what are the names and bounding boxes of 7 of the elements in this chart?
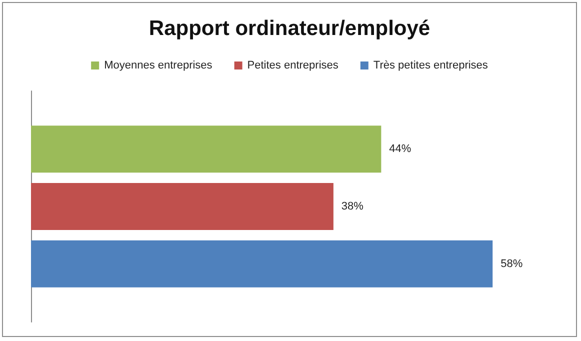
chart-title: Rapport ordinateur/employé (148, 17, 430, 40)
legend-label: Petites entreprises (247, 60, 339, 72)
legend-label: Moyennes entreprises (104, 60, 213, 72)
legend-label: Très petites entreprises (373, 60, 488, 72)
data-label: 58% (500, 258, 523, 270)
data-label: 38% (341, 200, 364, 212)
data-label: 44% (389, 143, 412, 156)
